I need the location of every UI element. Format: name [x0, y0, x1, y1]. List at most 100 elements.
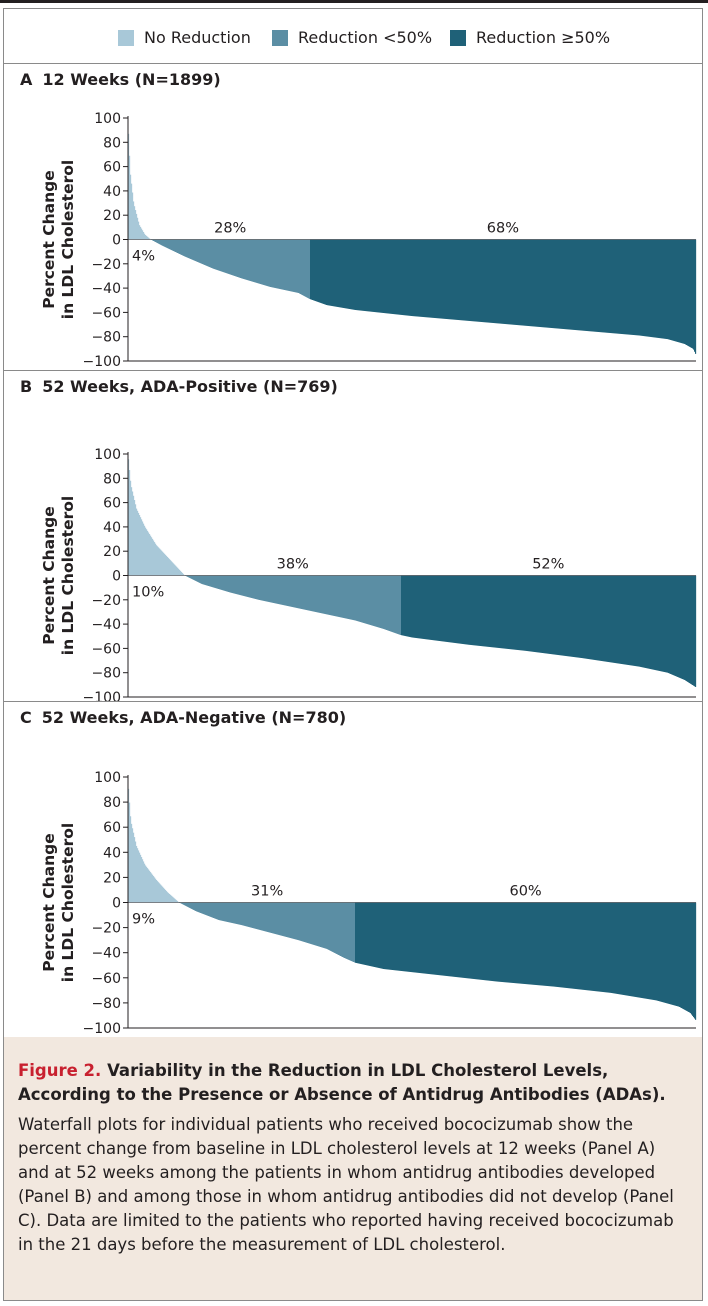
waterfall-bar-reduction-ge50: [384, 902, 386, 970]
waterfall-bar-reduction-ge50: [564, 239, 566, 330]
waterfall-bar-reduction-lt50: [220, 902, 222, 921]
waterfall-bar-reduction-lt50: [218, 902, 220, 920]
panel-b: B 52 Weeks, ADA-Positive (N=769) 100 80 60 4…: [4, 371, 702, 701]
waterfall-bar-reduction-ge50: [561, 902, 563, 988]
waterfall-bar-reduction-ge50: [576, 239, 578, 331]
waterfall-bar-reduction-ge50: [410, 575, 412, 638]
waterfall-bar-reduction-ge50: [617, 902, 619, 994]
waterfall-bar-reduction-ge50: [549, 575, 551, 654]
waterfall-bar-reduction-ge50: [663, 902, 665, 1003]
waterfall-bar-reduction-ge50: [510, 575, 512, 650]
waterfall-bar-reduction-ge50: [530, 575, 532, 652]
waterfall-bar-reduction-lt50: [210, 902, 212, 917]
y-tick-label: −20: [91, 921, 121, 937]
waterfall-bar-reduction-lt50: [172, 239, 174, 251]
waterfall-bar-reduction-ge50: [437, 575, 439, 641]
waterfall-bar-reduction-lt50: [306, 239, 308, 298]
waterfall-bar-reduction-lt50: [190, 239, 192, 259]
waterfall-bar-reduction-ge50: [601, 575, 603, 661]
waterfall-bar-reduction-lt50: [264, 575, 266, 602]
waterfall-bar-reduction-ge50: [536, 902, 538, 986]
waterfall-bar-no-reduction: [161, 550, 163, 576]
waterfall-bar-reduction-lt50: [302, 575, 304, 610]
waterfall-bar-reduction-ge50: [521, 239, 523, 326]
waterfall-bar-reduction-ge50: [407, 575, 409, 637]
waterfall-bar-reduction-ge50: [408, 902, 410, 972]
waterfall-bar-reduction-ge50: [436, 575, 438, 641]
waterfall-bar-reduction-lt50: [153, 239, 155, 241]
waterfall-bar-reduction-ge50: [572, 239, 574, 330]
y-tick-label: −60: [91, 641, 121, 657]
waterfall-bar-reduction-ge50: [385, 239, 387, 314]
waterfall-bar-reduction-ge50: [566, 239, 568, 330]
waterfall-bar-reduction-ge50: [640, 575, 642, 667]
waterfall-bar-reduction-lt50: [203, 575, 205, 585]
waterfall-bar-no-reduction: [176, 900, 178, 903]
waterfall-bar-no-reduction: [132, 828, 134, 903]
waterfall-bar-no-reduction: [129, 802, 131, 903]
waterfall-bar-reduction-ge50: [537, 239, 539, 327]
waterfall-bar-reduction-lt50: [264, 902, 266, 932]
waterfall-bar-reduction-lt50: [395, 575, 397, 634]
waterfall-bar-reduction-ge50: [418, 239, 420, 317]
waterfall-bar-reduction-ge50: [557, 575, 559, 655]
waterfall-bar-reduction-ge50: [550, 239, 552, 328]
waterfall-bar-reduction-lt50: [381, 575, 383, 629]
waterfall-bar-reduction-lt50: [313, 575, 315, 612]
waterfall-bar-reduction-ge50: [359, 902, 361, 964]
waterfall-bar-reduction-ge50: [590, 902, 592, 991]
waterfall-bar-reduction-ge50: [611, 239, 613, 334]
waterfall-bars: [128, 459, 697, 687]
waterfall-bar-reduction-lt50: [288, 902, 290, 938]
waterfall-bar-reduction-ge50: [606, 239, 608, 333]
waterfall-bar-reduction-lt50: [309, 902, 311, 944]
waterfall-bar-reduction-ge50: [472, 239, 474, 322]
waterfall-bar-reduction-lt50: [274, 902, 276, 934]
waterfall-bar-reduction-lt50: [158, 239, 160, 244]
waterfall-bar-reduction-ge50: [399, 902, 401, 971]
waterfall-bar-reduction-ge50: [499, 575, 501, 649]
waterfall-bar-reduction-ge50: [338, 239, 340, 308]
waterfall-bar-reduction-ge50: [605, 575, 607, 662]
waterfall-bar-no-reduction: [140, 854, 142, 903]
waterfall-bar-reduction-lt50: [325, 902, 327, 949]
waterfall-bar-reduction-ge50: [427, 239, 429, 318]
waterfall-bar-no-reduction: [130, 174, 132, 240]
waterfall-bar-reduction-lt50: [225, 239, 227, 273]
waterfall-bar-reduction-ge50: [442, 575, 444, 642]
waterfall-bar-reduction-ge50: [507, 575, 509, 649]
waterfall-bar-reduction-lt50: [331, 575, 333, 616]
waterfall-bar-reduction-lt50: [192, 239, 194, 260]
waterfall-bar-reduction-lt50: [197, 902, 199, 912]
waterfall-bar-reduction-ge50: [386, 902, 388, 970]
waterfall-bar-reduction-lt50: [198, 239, 200, 263]
waterfall-bar-no-reduction: [153, 540, 155, 576]
waterfall-bar-reduction-ge50: [617, 575, 619, 664]
y-tick-label: −100: [83, 354, 121, 370]
waterfall-bar-reduction-lt50: [263, 239, 265, 285]
waterfall-bar-reduction-lt50: [253, 575, 255, 599]
waterfall-bar-reduction-lt50: [393, 575, 395, 633]
waterfall-bar-reduction-ge50: [366, 902, 368, 966]
waterfall-bar-reduction-ge50: [600, 575, 602, 661]
waterfall-bar-reduction-lt50: [307, 239, 309, 298]
waterfall-bar-reduction-ge50: [406, 239, 408, 316]
waterfall-bar-reduction-ge50: [532, 575, 534, 652]
waterfall-bar-reduction-lt50: [338, 902, 340, 955]
waterfall-bar-reduction-ge50: [646, 239, 648, 337]
waterfall-bar-reduction-ge50: [611, 575, 613, 663]
waterfall-bar-reduction-ge50: [580, 575, 582, 658]
waterfall-bar-reduction-lt50: [261, 902, 263, 931]
waterfall-bar-reduction-lt50: [190, 902, 192, 909]
waterfall-bar-reduction-lt50: [285, 239, 287, 291]
waterfall-bar-reduction-ge50: [659, 902, 661, 1002]
y-axis-label-line-2: in LDL Cholesterol: [59, 160, 77, 319]
waterfall-bar-reduction-ge50: [387, 902, 389, 970]
waterfall-bar-reduction-ge50: [679, 575, 681, 678]
waterfall-bar-reduction-ge50: [524, 575, 526, 651]
waterfall-bar-reduction-ge50: [360, 902, 362, 964]
waterfall-bar-reduction-ge50: [519, 902, 521, 984]
waterfall-bar-reduction-ge50: [477, 575, 479, 646]
waterfall-bar-reduction-lt50: [156, 239, 158, 243]
waterfall-bar-reduction-lt50: [182, 902, 184, 905]
